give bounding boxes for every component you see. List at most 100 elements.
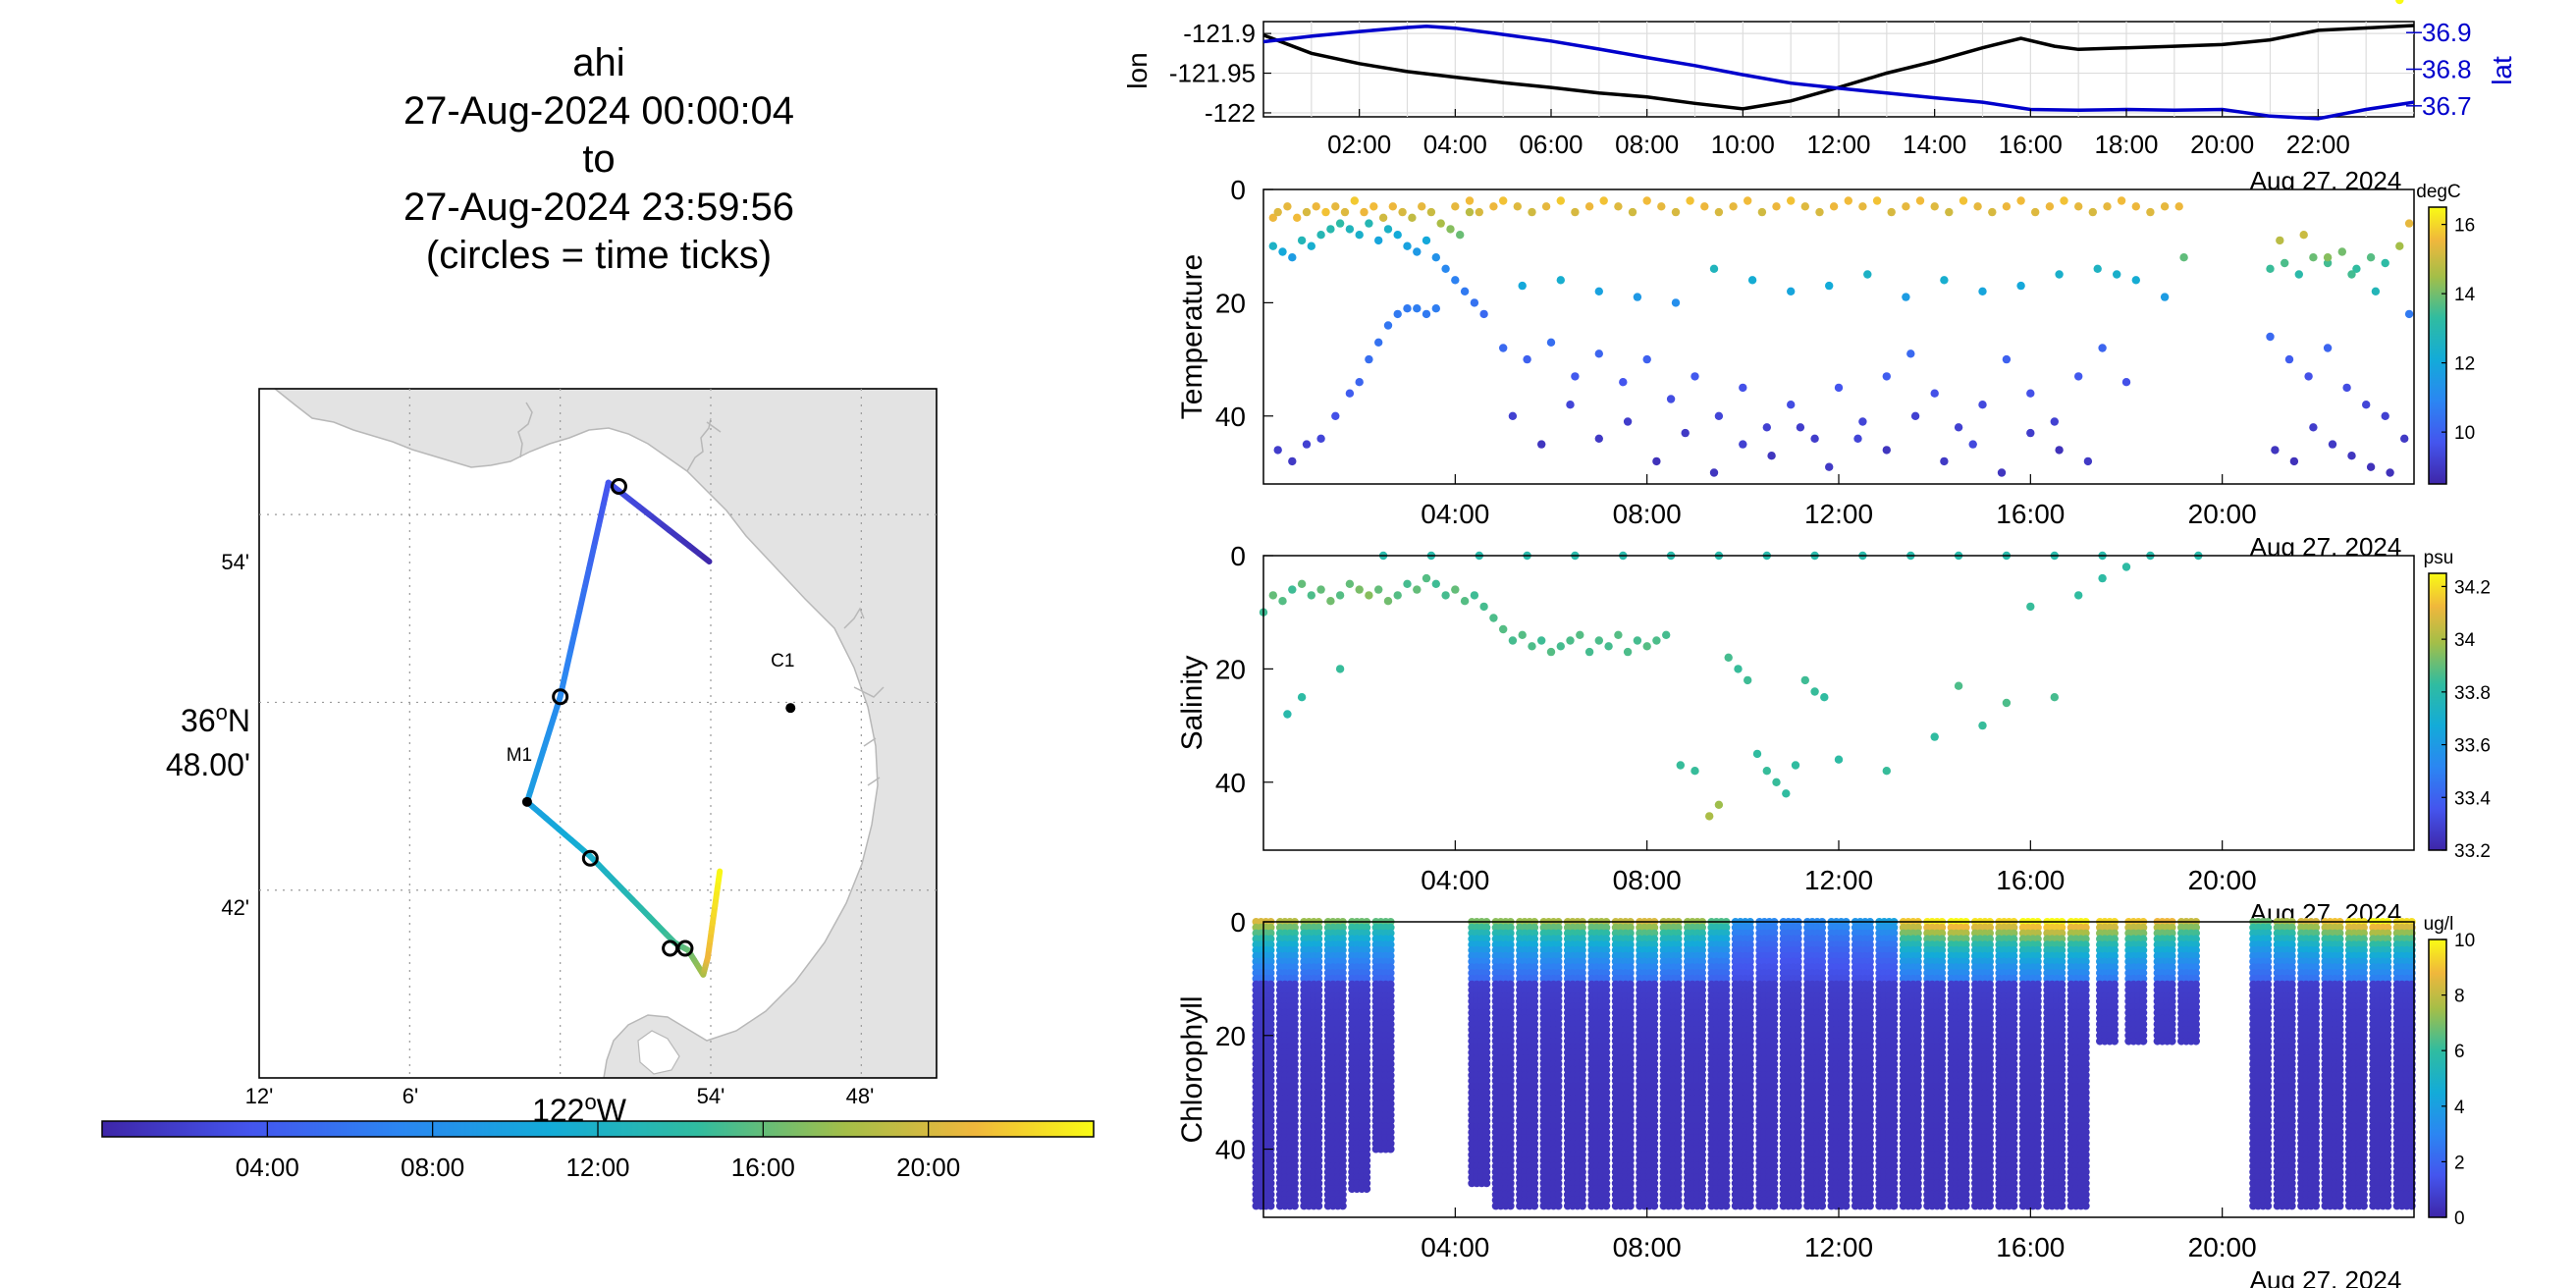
- data-point: [1978, 721, 1987, 730]
- data-point: [1315, 1048, 1323, 1057]
- data-point: [1470, 298, 1479, 307]
- data-point: [1506, 986, 1515, 994]
- title-platform: ahi: [572, 41, 625, 84]
- data-point: [1571, 372, 1580, 381]
- data-point: [1315, 1008, 1323, 1017]
- data-point: [1506, 1077, 1515, 1086]
- data-point: [1530, 1145, 1539, 1154]
- data-point: [1594, 434, 1604, 443]
- data-point: [1626, 957, 1635, 966]
- data-point: [1413, 585, 1422, 594]
- data-point: [1278, 247, 1287, 256]
- data-point: [1594, 287, 1604, 295]
- data-point: [1266, 923, 1275, 932]
- coastline-land: [273, 389, 937, 1078]
- data-point: [1554, 997, 1563, 1005]
- nav-right-tick-label: 36.9: [2422, 18, 2472, 47]
- data-point: [1290, 957, 1299, 966]
- data-point: [1363, 980, 1371, 989]
- data-point: [1386, 923, 1395, 932]
- data-point: [1554, 1179, 1563, 1188]
- data-point: [1365, 591, 1373, 600]
- data-point: [1363, 1082, 1371, 1091]
- data-point: [1997, 468, 2007, 477]
- data-point: [1834, 755, 1844, 764]
- data-point: [1363, 992, 1371, 1000]
- data-point: [1530, 1128, 1539, 1137]
- map-lon-tick-6: 6': [402, 1084, 418, 1108]
- data-point: [1316, 585, 1325, 594]
- data-point: [1386, 997, 1395, 1005]
- data-point: [1355, 231, 1364, 240]
- data-point: [1626, 1008, 1635, 1017]
- data-point: [1858, 417, 1867, 426]
- data-point: [1315, 1128, 1323, 1137]
- data-point: [2352, 264, 2361, 273]
- data-point: [1331, 202, 1340, 211]
- data-point: [1523, 354, 1531, 364]
- data-point: [1315, 1134, 1323, 1142]
- data-point: [1338, 1190, 1347, 1199]
- data-point: [1266, 940, 1275, 949]
- track-segment: [576, 586, 588, 615]
- data-point: [1556, 642, 1566, 651]
- data-point: [1628, 207, 1637, 217]
- data-point: [1602, 1105, 1611, 1113]
- data-point: [1363, 1053, 1371, 1062]
- data-point: [1363, 1185, 1371, 1194]
- data-point: [1626, 1002, 1635, 1011]
- data-point: [1386, 1077, 1395, 1086]
- data-point: [1268, 242, 1278, 250]
- data-point: [1554, 1190, 1563, 1199]
- data-point: [1602, 986, 1611, 994]
- data-point: [1363, 1020, 1371, 1029]
- data-point: [1266, 1161, 1275, 1170]
- data-point: [1326, 225, 1335, 234]
- data-point: [1386, 940, 1395, 949]
- data-point: [1578, 997, 1586, 1005]
- data-point: [1482, 1014, 1491, 1023]
- track-segment: [591, 522, 602, 551]
- data-point: [2395, 242, 2404, 250]
- data-point: [1554, 1196, 1563, 1205]
- data-point: [1709, 264, 1719, 273]
- data-point: [1482, 935, 1491, 943]
- data-point: [1940, 276, 1949, 285]
- data-point: [1578, 1105, 1586, 1113]
- data-point: [1554, 1088, 1563, 1097]
- data-point: [1578, 1134, 1586, 1142]
- data-point: [1338, 1053, 1347, 1062]
- data-point: [2347, 452, 2356, 460]
- data-point: [1506, 1008, 1515, 1017]
- data-point: [1290, 1151, 1299, 1159]
- map-lat-tick-54: 54': [221, 550, 249, 574]
- data-point: [2271, 446, 2280, 455]
- data-point: [1602, 1014, 1611, 1023]
- data-point: [1482, 992, 1491, 1000]
- data-point: [1530, 929, 1539, 938]
- data-point: [1266, 992, 1275, 1000]
- data-point: [1363, 1037, 1371, 1046]
- data-point: [1882, 372, 1892, 381]
- data-point: [2121, 378, 2131, 387]
- data-point: [1290, 1110, 1299, 1119]
- data-point: [1772, 778, 1781, 786]
- profile-x-tick-label: 08:00: [1613, 865, 1682, 895]
- data-point: [1338, 1048, 1347, 1057]
- data-point: [1626, 1048, 1635, 1057]
- data-point: [1602, 1190, 1611, 1199]
- data-point: [1338, 1161, 1347, 1170]
- data-point: [1863, 270, 1872, 279]
- data-point: [1315, 945, 1323, 954]
- data-point: [1858, 202, 1867, 211]
- data-point: [1554, 1100, 1563, 1108]
- data-point: [2404, 219, 2414, 228]
- data-point: [1315, 1190, 1323, 1199]
- data-point: [1506, 1145, 1515, 1154]
- data-point: [1602, 1122, 1611, 1131]
- data-point: [1676, 761, 1686, 770]
- profile-data-points: [1268, 0, 2414, 477]
- data-point: [1446, 225, 1455, 234]
